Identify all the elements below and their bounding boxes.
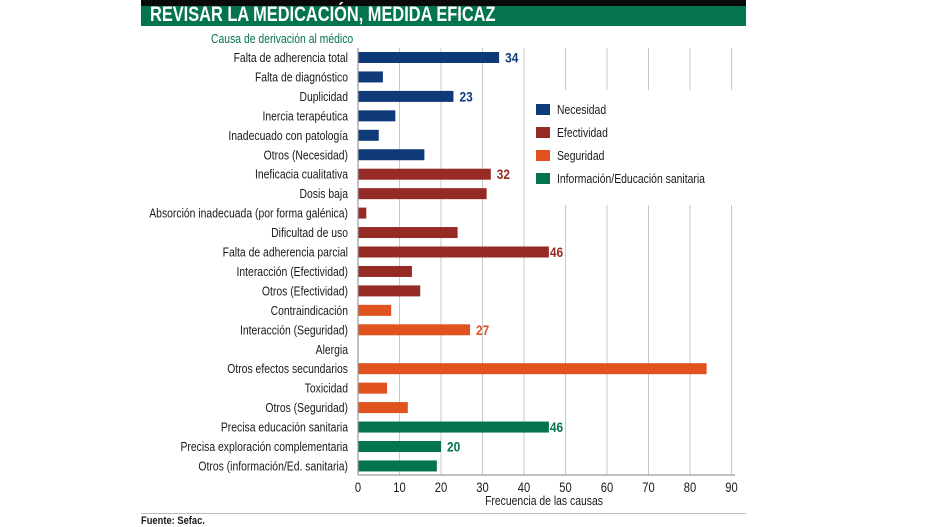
bar (358, 421, 549, 433)
category-labels: Falta de adherencia total Falta de diagnó… (149, 51, 348, 474)
category-label: Toxicidad (305, 382, 348, 396)
category-label: Otros efectos secundarios (227, 362, 348, 376)
data-labels: 34 23 32 46 27 46 20 (447, 50, 563, 455)
bar (358, 460, 437, 472)
legend-swatch (536, 150, 550, 161)
category-label: Inercia terapéutica (262, 109, 348, 123)
x-tick-label: 50 (559, 480, 571, 495)
header-top-rule (141, 0, 746, 6)
bar (358, 149, 425, 161)
legend: Necesidad Efectividad Seguridad Información… (536, 103, 705, 186)
legend-swatch (536, 173, 550, 184)
data-label: 46 (550, 419, 563, 435)
category-label: Dificultad de uso (271, 226, 348, 240)
x-tick-label: 10 (393, 480, 405, 495)
x-tick-label: 80 (684, 480, 696, 495)
bars (358, 52, 707, 472)
data-label: 34 (505, 50, 519, 66)
category-label: Absorción inadecuada (por forma galénica… (149, 207, 348, 221)
legend-label: Efectividad (557, 126, 608, 140)
bar (358, 188, 487, 200)
category-label: Precisa educación sanitaria (221, 421, 349, 435)
x-tick-label: 60 (601, 480, 613, 495)
category-label: Inadecuado con patología (228, 129, 348, 143)
legend-swatch (536, 104, 550, 115)
x-tick-label: 0 (355, 480, 361, 495)
category-label: Otros (Necesidad) (264, 148, 348, 162)
category-label: Otros (Efectividad) (262, 284, 348, 298)
category-label: Contraindicación (271, 304, 348, 318)
category-label: Falta de adherencia total (234, 51, 348, 65)
bar (358, 324, 471, 336)
bar (358, 402, 408, 414)
bar (358, 246, 549, 258)
category-label: Duplicidad (299, 90, 348, 104)
legend-label: Información/Educación sanitaria (557, 172, 705, 186)
bar (358, 227, 458, 239)
x-axis-title: Frecuencia de las causas (485, 494, 603, 508)
bar (358, 265, 412, 277)
chart-subtitle: Causa de derivación al médico (211, 31, 354, 46)
chart-title: REVISAR LA MEDICACIÓN, MEDIDA EFICAZ (150, 3, 496, 26)
bar (358, 304, 392, 316)
data-label: 32 (497, 166, 510, 182)
bar (358, 71, 383, 83)
category-label: Interacción (Efectividad) (236, 265, 348, 279)
x-tick-label: 90 (725, 480, 737, 495)
category-label: Precisa exploración complementaria (180, 440, 348, 454)
category-label: Otros (información/Ed. sanitaria) (198, 459, 348, 473)
category-label: Falta de diagnóstico (255, 70, 348, 84)
legend-label: Necesidad (557, 103, 606, 117)
data-label: 27 (476, 322, 489, 338)
bar-chart: Falta de adherencia total Falta de diagnó… (149, 48, 738, 508)
category-label: Otros (Seguridad) (265, 401, 348, 415)
bar (358, 168, 491, 180)
category-label: Interacción (Seguridad) (240, 323, 348, 337)
x-axis: 0 10 20 30 40 50 60 70 80 90 Frecuencia de las cau… (355, 48, 738, 508)
bar (358, 363, 707, 375)
data-label: 46 (550, 244, 563, 260)
category-label: Dosis baja (299, 187, 348, 201)
category-label: Ineficacia cualitativa (255, 168, 348, 182)
x-tick-label: 30 (476, 480, 488, 495)
bar (358, 129, 379, 141)
bar (358, 207, 367, 219)
footer-rule (141, 513, 746, 514)
x-tick-label: 20 (435, 480, 447, 495)
data-label: 23 (459, 88, 472, 104)
category-label: Alergia (316, 343, 349, 357)
bar (358, 90, 454, 102)
legend-swatch (536, 127, 550, 138)
bar (358, 285, 421, 297)
source-note: Fuente: Sefac. (141, 515, 205, 527)
bar (358, 441, 441, 452)
category-label: Falta de adherencia parcial (223, 245, 348, 259)
bar (358, 382, 388, 394)
legend-label: Seguridad (557, 149, 604, 163)
bar (358, 52, 500, 63)
bar (358, 110, 396, 122)
x-tick-label: 40 (518, 480, 530, 495)
header-banner (141, 6, 746, 26)
data-label: 20 (447, 439, 460, 455)
x-tick-label: 70 (642, 480, 654, 495)
